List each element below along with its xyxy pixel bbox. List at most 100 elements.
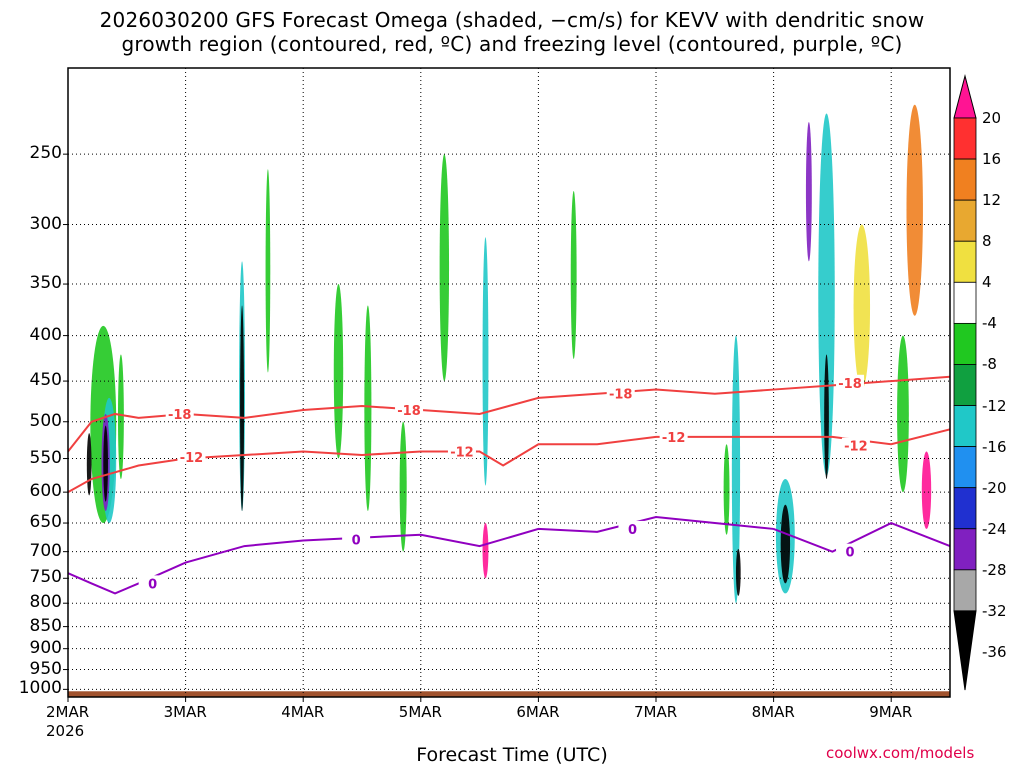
colorbar-label: -12 (982, 396, 1007, 415)
contour-label-bg (606, 385, 635, 401)
colorbar-label: -36 (982, 643, 1007, 661)
credit-link[interactable]: coolwx.com/models (826, 744, 975, 762)
omega-blob (723, 444, 730, 535)
omega-blob (482, 523, 489, 579)
colorbar-segment (953, 487, 977, 530)
colorbar-segment (953, 281, 977, 324)
omega-blob (805, 121, 812, 262)
x-tick-label: 5MAR (398, 703, 442, 721)
colorbar-label: 8 (982, 232, 992, 251)
x-axis-title: Forecast Time (UTC) (416, 744, 608, 766)
omega-blob (240, 305, 245, 511)
plot-content: -18 -18 -18 -18 -12 -12 -12 -12 0 0 0 0 (68, 68, 950, 697)
y-tick-label: 450 (29, 370, 62, 391)
x-tick-label: 8MAR (751, 703, 795, 721)
x-axis-year: 2026 (46, 722, 85, 740)
y-tick-label: 600 (29, 481, 62, 502)
contour-label: -12 (844, 440, 868, 455)
colorbar-segment (953, 528, 977, 571)
x-tick-label: 9MAR (869, 703, 913, 721)
contour-label-bg (395, 401, 424, 417)
y-tick-label: 850 (29, 615, 62, 636)
contour-label: -18 (609, 388, 633, 403)
plot-frame (67, 67, 951, 698)
omega-blob (103, 425, 108, 502)
y-tick-label: 650 (29, 512, 62, 533)
x-tick-label: 2MAR (46, 703, 90, 721)
contour-label-bg (342, 531, 371, 547)
y-tick-label: 300 (29, 213, 62, 234)
colorbar-segment (953, 364, 977, 406)
y-tick-label: 900 (29, 637, 62, 658)
colorbar-label: -20 (982, 478, 1007, 497)
x-tick-label: 3MAR (163, 703, 207, 721)
y-tick-label: 500 (29, 410, 62, 431)
y-tick-label: 550 (29, 447, 62, 468)
omega-blob (906, 104, 923, 316)
contour-label: -12 (450, 445, 474, 460)
omega-blob (86, 433, 92, 496)
colorbar-label: 16 (982, 150, 1002, 169)
y-tick-label: 700 (29, 540, 62, 561)
contour-label-bg (165, 405, 194, 421)
ground-surface (68, 691, 950, 697)
colorbar-segment (953, 117, 977, 160)
contour-label: -18 (168, 408, 192, 423)
x-tick-label: 4MAR (281, 703, 325, 721)
colorbar-label: -4 (982, 314, 997, 333)
y-tick-label: 350 (29, 273, 62, 294)
colorbar-label: -28 (982, 560, 1007, 579)
contour-label: -18 (838, 377, 862, 392)
contour-label-bg (841, 437, 870, 453)
contour-label-bg (836, 543, 865, 559)
contour-label: -18 (397, 404, 421, 419)
omega-blob (897, 335, 909, 493)
y-tick-label: 750 (29, 567, 62, 588)
colorbar-label: -16 (982, 437, 1007, 456)
chart-title-line1: 2026030200 GFS Forecast Omega (shaded, −… (99, 8, 925, 32)
contour-label: 0 (352, 533, 361, 548)
colorbar-segment (953, 240, 977, 283)
colorbar-label: -8 (982, 355, 997, 374)
contour-line (68, 516, 950, 595)
omega-blob (333, 284, 344, 459)
contour-label: 0 (628, 523, 637, 538)
contour-label: -12 (662, 431, 686, 446)
omega-blob (570, 190, 577, 360)
omega-blob (482, 237, 489, 486)
y-tick-label: 1000 (18, 678, 62, 699)
y-tick-label: 950 (29, 658, 62, 679)
omega-blob (735, 548, 741, 596)
colorbar-segment (953, 158, 977, 201)
omega-blob (853, 224, 871, 390)
contour-label-bg (659, 428, 688, 444)
omega-blob (265, 169, 271, 373)
omega-blob (439, 154, 450, 382)
contour-label: -12 (180, 451, 204, 466)
contour-label-bg (836, 374, 865, 390)
colorbar-label: -32 (982, 601, 1007, 620)
colorbar-label: 20 (982, 109, 1002, 127)
y-tick-label: 250 (29, 143, 62, 164)
omega-blob (731, 335, 741, 604)
omega-blob (364, 305, 372, 511)
colorbar-label: -24 (982, 519, 1007, 538)
colorbar-segment (953, 446, 977, 489)
omega-blob (117, 354, 124, 480)
omega-blob (399, 421, 407, 552)
contour-line (68, 428, 950, 494)
x-tick-label: 7MAR (634, 703, 678, 721)
colorbar-segment (953, 199, 977, 242)
y-tick-label: 400 (29, 324, 62, 345)
contour-label: 0 (846, 546, 855, 561)
colorbar-cap-top (953, 74, 977, 119)
x-tick-label: 6MAR (516, 703, 560, 721)
contour-label: 0 (148, 577, 157, 592)
colorbar-label: 4 (982, 273, 992, 292)
omega-blob (824, 354, 829, 480)
colorbar-segment (953, 405, 977, 448)
contour-label-bg (447, 443, 476, 459)
plot-background (68, 68, 950, 697)
contour-line (68, 375, 950, 453)
